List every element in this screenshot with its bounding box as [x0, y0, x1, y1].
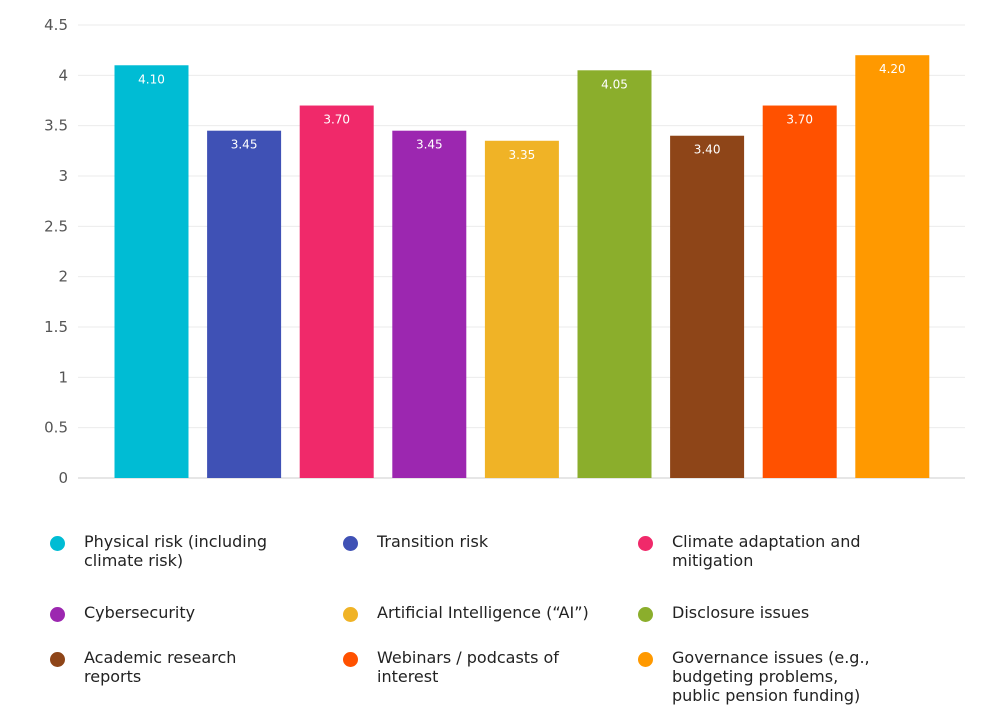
legend-label-line: Climate adaptation and: [672, 532, 861, 551]
legend-item: Webinars / podcasts of interest: [343, 648, 559, 686]
legend-label-line: Physical risk (including: [84, 532, 267, 551]
legend-label: Artificial Intelligence (“AI”): [377, 603, 589, 622]
data-label: 3.45: [416, 138, 443, 152]
legend-label-line: Transition risk: [377, 532, 489, 551]
y-tick-label: 0: [58, 469, 68, 487]
legend-marker: [343, 652, 358, 667]
bar: [392, 130, 467, 478]
data-label: 3.35: [509, 148, 536, 162]
legend-item: Physical risk (including climate risk): [50, 532, 267, 570]
legend-label-line: public pension funding): [672, 686, 861, 705]
legend-label: Governance issues (e.g., budgeting proble…: [672, 648, 870, 705]
legend-marker: [638, 536, 653, 551]
legend-label: Academic research reports: [84, 648, 236, 686]
legend-item: Disclosure issues: [638, 603, 809, 622]
legend-label-line: Academic research: [84, 648, 237, 667]
legend-item: Academic research reports: [50, 648, 236, 686]
legend-label-line: interest: [377, 667, 439, 686]
legend-label-line: Governance issues (e.g.,: [672, 648, 870, 667]
legend-item: Climate adaptation and mitigation: [638, 532, 861, 570]
legend-label: Webinars / podcasts of interest: [377, 648, 559, 686]
data-label: 4.20: [879, 62, 906, 76]
bar: [577, 70, 652, 479]
bar: [114, 65, 189, 479]
legend-marker: [343, 607, 358, 622]
legend-label-line: Artificial Intelligence (“AI”): [377, 603, 589, 622]
bar: [762, 105, 837, 479]
legend-label-line: Webinars / podcasts of: [377, 648, 559, 667]
legend-label-line: Cybersecurity: [84, 603, 196, 622]
y-tick-label: 4.5: [44, 16, 68, 34]
legend-marker: [50, 536, 65, 551]
y-tick-label: 4: [58, 66, 68, 84]
legend-label-line: budgeting problems,: [672, 667, 839, 686]
y-tick-label: 2: [58, 268, 68, 286]
bar: [299, 105, 374, 479]
legend-label: Transition risk: [377, 532, 488, 551]
legend-label: Disclosure issues: [672, 603, 809, 622]
legend-item: Governance issues (e.g., budgeting proble…: [638, 648, 870, 705]
y-axis-ticks: 0 0.5 1 1.5 2 2.5 3 3.5 4 4.5: [44, 16, 68, 487]
y-tick-label: 3: [58, 167, 68, 185]
legend-label-line: reports: [84, 667, 142, 686]
legend-item: Cybersecurity: [50, 603, 195, 622]
legend-label: Physical risk (including climate risk): [84, 532, 267, 570]
legend-item: Artificial Intelligence (“AI”): [343, 603, 589, 622]
bar: [670, 135, 745, 478]
data-label: 3.40: [694, 143, 721, 157]
y-tick-label: 1.5: [44, 318, 68, 336]
y-tick-label: 0.5: [44, 419, 68, 437]
data-label: 4.05: [601, 77, 628, 91]
y-tick-label: 3.5: [44, 117, 68, 135]
legend-marker: [638, 607, 653, 622]
legend-marker: [50, 652, 65, 667]
data-label: 3.70: [786, 113, 813, 127]
legend-label-line: Disclosure issues: [672, 603, 810, 622]
data-labels: 4.10 3.45 3.70 3.45 3.35 4.05 3.40 3.70 4.20: [138, 62, 906, 162]
y-tick-label: 2.5: [44, 217, 68, 235]
legend-label: Cybersecurity: [84, 603, 195, 622]
legend-marker: [343, 536, 358, 551]
data-label: 3.70: [323, 113, 350, 127]
legend-label-line: climate risk): [84, 551, 184, 570]
bar-chart: 0 0.5 1 1.5 2 2.5 3 3.5 4 4.5 4.10 3.45 3.70 3.45 3.3…: [44, 16, 965, 487]
bar: [484, 140, 559, 478]
bar: [855, 55, 930, 478]
data-label: 3.45: [231, 138, 258, 152]
y-tick-label: 1: [58, 368, 68, 386]
legend-label-line: mitigation: [672, 551, 754, 570]
bar: [207, 130, 282, 478]
legend-item: Transition risk: [343, 532, 488, 551]
legend-marker: [50, 607, 65, 622]
bars: [114, 55, 930, 479]
data-label: 4.10: [138, 72, 165, 86]
legend-label: Climate adaptation and mitigation: [672, 532, 861, 570]
legend-marker: [638, 652, 653, 667]
